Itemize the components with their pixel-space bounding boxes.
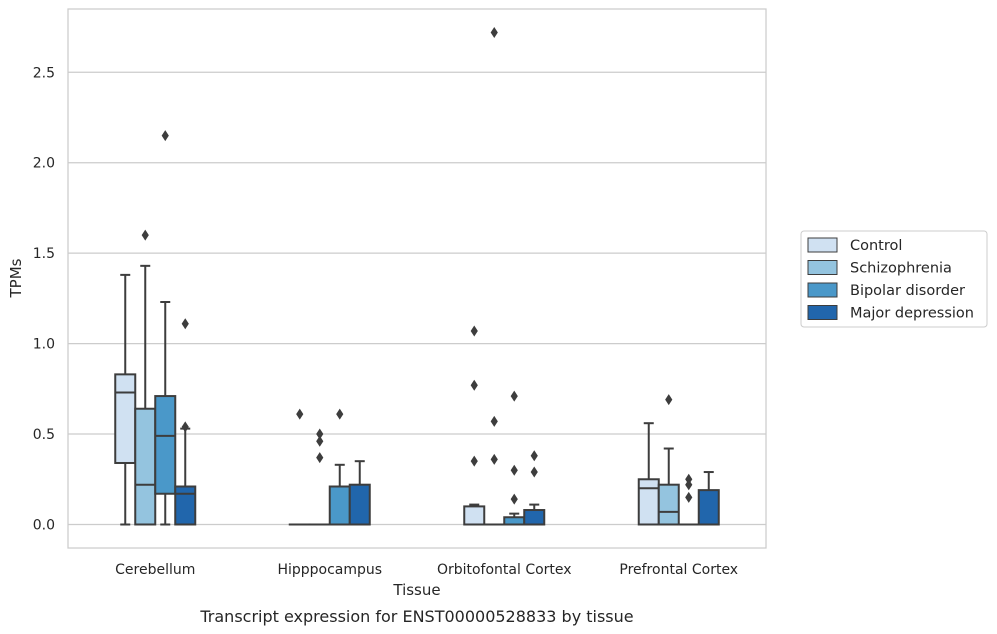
y-tick-label: 2.0 [33, 156, 55, 172]
x-tick-label: Prefrontal Cortex [619, 562, 738, 578]
boxplot-major-depression [174, 318, 197, 526]
outlier-point [470, 455, 478, 467]
boxplot-bipolar-disorder [154, 130, 177, 526]
boxplot-schizophrenia [483, 27, 506, 526]
box [174, 485, 197, 526]
box [697, 489, 720, 526]
legend-swatch [807, 305, 838, 320]
x-tick-label: Cerebellum [115, 562, 195, 578]
outlier-point [510, 464, 518, 476]
legend-label: Major depression [850, 306, 974, 322]
outlier-point [685, 479, 693, 491]
plot-frame [67, 8, 767, 549]
legend: Control Schizophrenia Bipolar disorder Majo… [800, 230, 988, 328]
y-tick-label: 1.5 [33, 246, 55, 262]
outlier-point [181, 318, 189, 330]
x-tick-label: Orbitofontal Cortex [437, 562, 572, 578]
outlier-point [510, 390, 518, 402]
x-tick-labels: Cerebellum Hipppocampus Orbitofontal Corte… [115, 562, 738, 578]
outlier-point [530, 450, 538, 462]
box [463, 505, 486, 526]
y-tick-label: 0.5 [33, 427, 55, 443]
legend-label: Bipolar disorder [850, 283, 965, 299]
outlier-point [296, 408, 304, 420]
box [657, 483, 680, 526]
boxplot-major-depression [523, 450, 546, 526]
boxplot-major-depression [697, 471, 720, 526]
outlier-point [316, 452, 324, 464]
outlier-point [141, 229, 149, 241]
box [503, 516, 526, 526]
boxplot-control [463, 325, 486, 526]
legend-swatch [807, 260, 838, 275]
y-tick-label: 1.0 [33, 337, 55, 353]
boxplot-bipolar-disorder [677, 473, 700, 526]
outlier-point [490, 27, 498, 39]
legend-swatch [807, 237, 838, 253]
outlier-point [316, 435, 324, 447]
outlier-point [490, 453, 498, 465]
legend-label: Control [850, 238, 902, 254]
outlier-point [336, 408, 344, 420]
x-tick-label: Hipppocampus [277, 562, 382, 578]
outlier-point [161, 130, 169, 142]
box [328, 485, 351, 526]
box [637, 478, 660, 526]
box [348, 483, 371, 526]
box [523, 509, 546, 526]
outlier-point [470, 325, 478, 337]
boxplot-control [114, 273, 137, 526]
chart-caption: Transcript expression for ENST0000052883… [199, 607, 633, 626]
box [134, 407, 157, 526]
boxplot-bipolar-disorder [503, 390, 526, 526]
y-tick-label: 0.0 [33, 517, 55, 533]
outlier-point [181, 421, 189, 433]
box [154, 395, 177, 495]
boxplot-series [114, 27, 720, 526]
legend-frame [800, 230, 988, 328]
outlier-point [316, 428, 324, 440]
y-tick-label: 2.5 [33, 65, 55, 81]
outlier-point [665, 394, 673, 406]
outlier-point [685, 491, 693, 503]
outlier-point [470, 379, 478, 391]
boxplot-schizophrenia [657, 394, 680, 526]
y-axis-label: TPMs [7, 258, 25, 298]
y-tick-labels: 0.0 0.5 1.0 1.5 2.0 2.5 [33, 65, 55, 533]
outlier-point [490, 415, 498, 427]
outlier-point [510, 493, 518, 505]
boxplot-schizophrenia [134, 229, 157, 526]
outlier-point [530, 466, 538, 478]
legend-swatch [807, 282, 838, 298]
x-axis-label: Tissue [392, 581, 440, 599]
boxplot-major-depression [348, 460, 371, 526]
legend-label: Schizophrenia [850, 261, 952, 277]
box [114, 373, 137, 464]
